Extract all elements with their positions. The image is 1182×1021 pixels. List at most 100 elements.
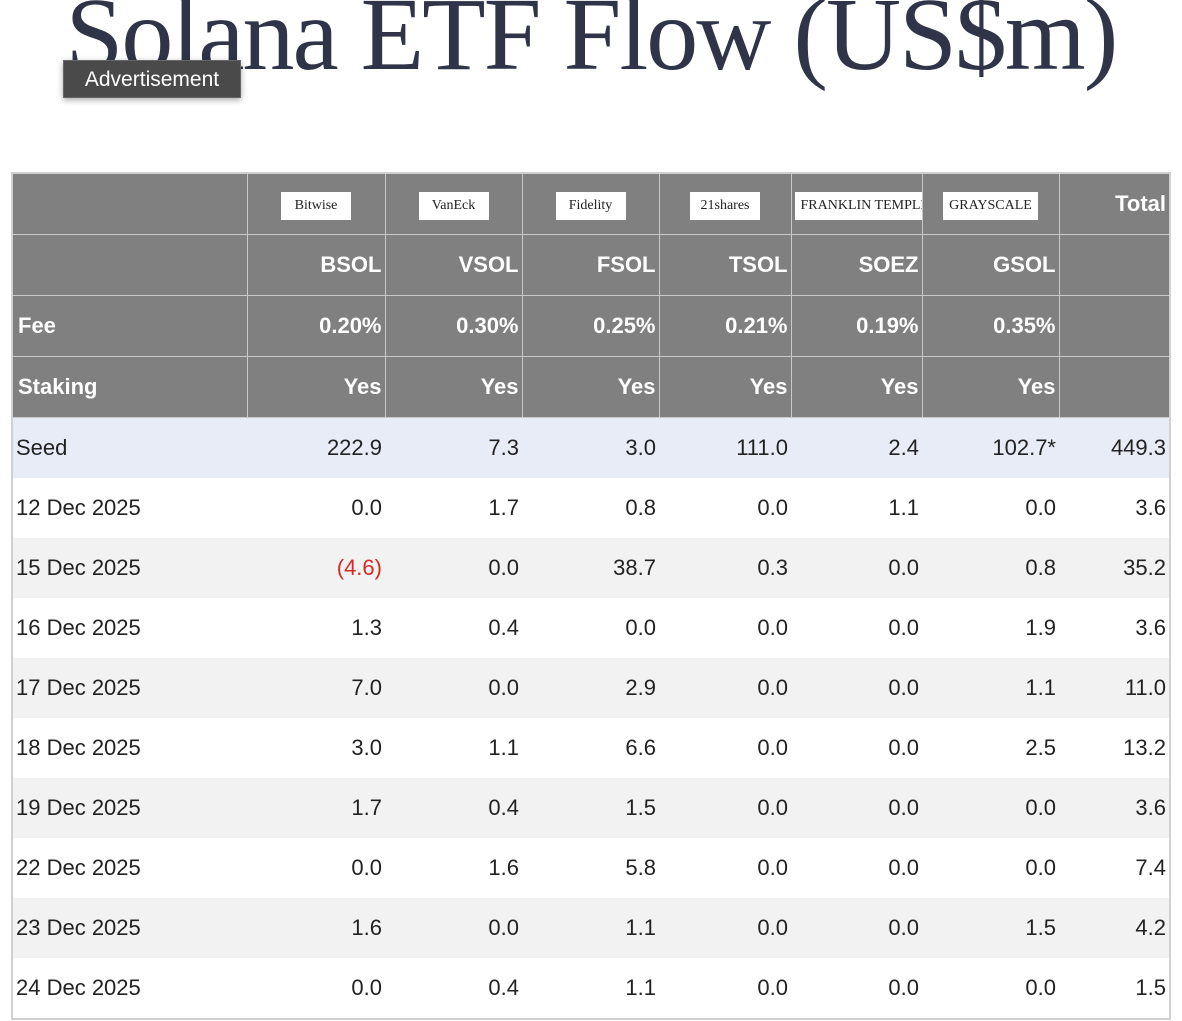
flow-cell: 0.4: [488, 615, 519, 640]
flow-cell: 2.5: [1025, 735, 1056, 760]
date-cell: 18 Dec 2025: [16, 735, 141, 760]
flow-cell: 13.2: [1123, 735, 1166, 760]
flow-cell: 11.0: [1059, 658, 1170, 718]
page-title: Solana ETF Flow (US$m): [65, 0, 1119, 92]
flow-cell: 1.1: [922, 658, 1059, 718]
etf-flow-table: Bitwise VanEck Fidelity 21shares FRANKLIN TE…: [11, 172, 1171, 1020]
date-cell: Seed: [12, 417, 247, 478]
flow-cell: (4.6): [247, 538, 385, 598]
flow-cell: 7.3: [385, 417, 522, 478]
data-row: 12 Dec 2025 0.0 1.7 0.8 0.0 1.1 0.0 3.6: [12, 478, 1170, 538]
ticker: FSOL: [521, 234, 660, 296]
ticker: TSOL: [658, 234, 792, 296]
date-cell: 12 Dec 2025: [16, 495, 141, 520]
fee-value: 0.21%: [658, 295, 792, 357]
flow-cell: 6.6: [625, 735, 656, 760]
data-row: 22 Dec 2025 0.0 1.6 5.8 0.0 0.0 0.0 7.4: [12, 838, 1170, 898]
flow-cell: 1.3: [351, 615, 382, 640]
flow-cell: 35.2: [1059, 538, 1170, 598]
flow-cell: 0.0: [1025, 975, 1056, 1000]
flow-cell: 0.0: [888, 855, 919, 880]
data-row: 16 Dec 2025 1.3 0.4 0.0 0.0 0.0 1.9 3.6: [12, 598, 1170, 658]
flow-cell: 3.6: [1059, 778, 1170, 838]
flow-cell: 3.6: [1135, 495, 1166, 520]
flow-cell: 0.0: [351, 495, 382, 520]
flow-cell: 0.0: [791, 658, 922, 718]
flow-cell: 102.7*: [922, 417, 1059, 478]
ticker: VSOL: [384, 234, 523, 296]
flow-cell: 449.3: [1059, 417, 1170, 478]
staking-row: Staking Yes Yes Yes Yes Yes Yes: [11, 356, 1171, 418]
flow-cell: 0.0: [791, 538, 922, 598]
logo-cell: Fidelity: [521, 172, 660, 235]
flow-cell: 0.0: [1025, 495, 1056, 520]
empty-cell: [1058, 234, 1171, 296]
flow-cell: 0.0: [757, 735, 788, 760]
flow-cell: 2.4: [791, 417, 922, 478]
empty-cell: [1058, 295, 1171, 357]
flow-cell: 3.0: [522, 417, 659, 478]
flow-cell: 1.5: [522, 778, 659, 838]
flow-cell: 0.0: [1025, 855, 1056, 880]
flow-cell: 1.7: [247, 778, 385, 838]
issuer-logo: FRANKLIN TEMPLETON: [794, 191, 921, 220]
flow-cell: 7.4: [1135, 855, 1166, 880]
data-row: Seed 222.9 7.3 3.0 111.0 2.4 102.7* 449.3: [12, 417, 1170, 478]
staking-value: Yes: [658, 356, 792, 418]
staking-value: Yes: [790, 356, 923, 418]
flow-cell: 111.0: [659, 417, 791, 478]
flow-cell: 1.9: [1025, 615, 1056, 640]
flow-cell: 3.6: [1135, 615, 1166, 640]
ticker: SOEZ: [790, 234, 923, 296]
issuer-logo: GRAYSCALE: [943, 191, 1038, 220]
date-cell: 17 Dec 2025: [12, 658, 247, 718]
empty-cell: [11, 172, 248, 235]
logo-cell: GRAYSCALE: [921, 172, 1060, 235]
flow-cell: 0.8: [625, 495, 656, 520]
data-row: 23 Dec 2025 1.6 0.0 1.1 0.0 0.0 1.5 4.2: [12, 898, 1170, 958]
flow-cell: 0.4: [488, 975, 519, 1000]
flow-cell: 0.0: [888, 975, 919, 1000]
logo-row: Bitwise VanEck Fidelity 21shares FRANKLIN TE…: [11, 172, 1171, 235]
flow-cell: 1.1: [625, 975, 656, 1000]
data-row: 24 Dec 2025 0.0 0.4 1.1 0.0 0.0 0.0 1.5: [12, 958, 1170, 1019]
ticker: BSOL: [246, 234, 386, 296]
flow-cell: 0.0: [922, 778, 1059, 838]
flow-cell: 0.8: [922, 538, 1059, 598]
row-label: Staking: [11, 356, 248, 418]
flow-cell: 0.0: [659, 658, 791, 718]
staking-value: Yes: [246, 356, 386, 418]
fee-value: 0.19%: [790, 295, 923, 357]
flow-cell: 0.0: [659, 778, 791, 838]
flow-cell: 0.0: [659, 898, 791, 958]
data-row: 15 Dec 2025 (4.6) 0.0 38.7 0.3 0.0 0.8 35.2: [12, 538, 1170, 598]
flow-cell: 2.9: [522, 658, 659, 718]
fee-value: 0.25%: [521, 295, 660, 357]
staking-value: Yes: [921, 356, 1060, 418]
flow-cell: 7.0: [247, 658, 385, 718]
fee-value: 0.30%: [384, 295, 523, 357]
data-row: 18 Dec 2025 3.0 1.1 6.6 0.0 0.0 2.5 13.2: [12, 718, 1170, 778]
fee-row: Fee 0.20% 0.30% 0.25% 0.21% 0.19% 0.35%: [11, 295, 1171, 357]
flow-cell: 0.0: [888, 615, 919, 640]
flow-cell: 3.0: [351, 735, 382, 760]
flow-cell: 1.6: [488, 855, 519, 880]
date-cell: 16 Dec 2025: [16, 615, 141, 640]
flow-cell: 0.4: [385, 778, 522, 838]
flow-cell: 0.0: [791, 898, 922, 958]
flow-cell: 222.9: [247, 417, 385, 478]
flow-cell: 0.0: [385, 898, 522, 958]
ticker-row: BSOL VSOL FSOL TSOL SOEZ GSOL: [11, 234, 1171, 296]
flow-cell: 0.0: [385, 658, 522, 718]
fee-value: 0.20%: [246, 295, 386, 357]
issuer-logo: VanEck: [418, 191, 489, 220]
flow-cell: 1.5: [1135, 975, 1166, 1000]
staking-value: Yes: [521, 356, 660, 418]
date-cell: 24 Dec 2025: [16, 975, 141, 1000]
logo-cell: 21shares: [658, 172, 792, 235]
flow-cell: 0.0: [757, 975, 788, 1000]
flow-cell: 0.0: [757, 495, 788, 520]
empty-cell: [11, 234, 248, 296]
